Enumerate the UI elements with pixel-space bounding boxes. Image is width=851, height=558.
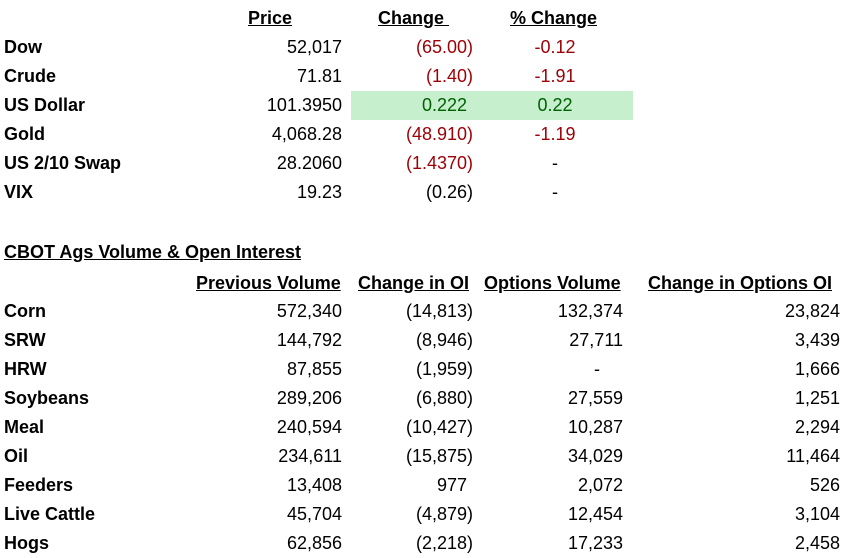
- cbot-row-live-cattle: Live Cattle 45,704 (4,879) 12,454 3,104: [0, 500, 851, 529]
- market-row-crude: Crude 71.81 (1.40) -1.91: [0, 62, 851, 91]
- cbot-name: Hogs: [4, 533, 49, 553]
- cbot-change-options-oi: 526: [809, 475, 840, 495]
- cbot-change-options-oi: 2,294: [794, 417, 840, 437]
- options-volume-header: Options Volume: [484, 273, 621, 293]
- cbot-name: HRW: [4, 359, 47, 379]
- cbot-row-hrw: HRW 87,855 (1,959) - 1,666: [0, 355, 851, 384]
- cbot-change-options-oi: 3,439: [794, 330, 840, 350]
- market-pct-change: -1.19: [534, 124, 576, 144]
- cbot-header-row: Previous Volume Change in OI Options Vol…: [0, 269, 851, 298]
- market-name: US 2/10 Swap: [4, 153, 122, 173]
- market-price: 28.2060: [276, 153, 342, 173]
- cbot-change-options-oi: 23,824: [784, 301, 840, 321]
- market-name: Dow: [4, 37, 42, 57]
- market-row-gold: Gold 4,068.28 (48.910) -1.19: [0, 120, 851, 149]
- cbot-prev-volume: 234,611: [278, 446, 342, 466]
- market-price: 71.81: [296, 66, 342, 86]
- market-price: 4,068.28: [271, 124, 342, 144]
- cbot-options-volume: 27,711: [569, 330, 623, 350]
- market-price: 101.3950: [266, 95, 342, 115]
- cbot-options-volume: 10,287: [567, 417, 623, 437]
- price-header: Price: [248, 8, 293, 28]
- cbot-options-volume: 34,029: [567, 446, 623, 466]
- change-header: Change: [378, 8, 450, 28]
- cbot-name: SRW: [4, 330, 46, 350]
- cbot-row-soybeans: Soybeans 289,206 (6,880) 27,559 1,251: [0, 384, 851, 413]
- cbot-change-oi: (4,879): [415, 504, 473, 524]
- cbot-name: Corn: [4, 301, 46, 321]
- market-change: 0.222: [421, 95, 467, 115]
- cbot-title-row: CBOT Ags Volume & Open Interest: [0, 238, 851, 267]
- cbot-name: Soybeans: [4, 388, 90, 408]
- market-row-dow: Dow 52,017 (65.00) -0.12: [0, 33, 851, 62]
- prev-volume-header: Previous Volume: [196, 273, 341, 293]
- cbot-change-oi: (1,959): [415, 359, 473, 379]
- pct-change-header: % Change: [510, 8, 598, 28]
- market-name: VIX: [4, 182, 34, 202]
- cbot-change-oi: (15,875): [405, 446, 473, 466]
- positive-highlight: [351, 91, 633, 120]
- market-row-us-2-10-swap: US 2/10 Swap 28.2060 (1.4370) -: [0, 149, 851, 178]
- market-pct-change: 0.22: [537, 95, 573, 115]
- cbot-options-volume: -: [594, 359, 600, 379]
- cbot-prev-volume: 87,855: [286, 359, 342, 379]
- cbot-change-options-oi: 2,458: [794, 533, 840, 553]
- cbot-options-volume: 27,559: [567, 388, 623, 408]
- market-change: (1.4370): [405, 153, 473, 173]
- market-name: US Dollar: [4, 95, 86, 115]
- cbot-row-corn: Corn 572,340 (14,813) 132,374 23,824: [0, 297, 851, 326]
- market-row-vix: VIX 19.23 (0.26) -: [0, 178, 851, 207]
- cbot-change-options-oi: 3,104: [794, 504, 840, 524]
- market-pct-change: -: [552, 153, 558, 173]
- market-header-row: Price Change % Change: [0, 4, 851, 33]
- change-options-oi-header: Change in Options OI: [648, 273, 832, 293]
- market-pct-change: -: [552, 182, 558, 202]
- cbot-prev-volume: 289,206: [276, 388, 342, 408]
- cbot-name: Feeders: [4, 475, 74, 495]
- market-name: Crude: [4, 66, 57, 86]
- cbot-change-oi: (6,880): [415, 388, 473, 408]
- cbot-prev-volume: 13,408: [286, 475, 342, 495]
- market-price: 19.23: [296, 182, 342, 202]
- market-price: 52,017: [286, 37, 342, 57]
- cbot-prev-volume: 45,704: [286, 504, 342, 524]
- cbot-change-oi: (8,946): [415, 330, 473, 350]
- cbot-options-volume: 132,374: [557, 301, 623, 321]
- cbot-change-options-oi: 1,666: [794, 359, 840, 379]
- cbot-prev-volume: 62,856: [286, 533, 342, 553]
- market-row-us-dollar: US Dollar 101.3950 0.222 0.22: [0, 91, 851, 120]
- market-pct-change: -0.12: [534, 37, 576, 57]
- cbot-name: Live Cattle: [4, 504, 96, 524]
- cbot-row-feeders: Feeders 13,408 977 2,072 526: [0, 471, 851, 500]
- cbot-change-options-oi: 1,251: [794, 388, 840, 408]
- cbot-section-title: CBOT Ags Volume & Open Interest: [4, 242, 302, 262]
- cbot-change-oi: 977: [436, 475, 467, 495]
- cbot-row-hogs: Hogs 62,856 (2,218) 17,233 2,458: [0, 529, 851, 558]
- market-pct-change: -1.91: [534, 66, 576, 86]
- cbot-prev-volume: 240,594: [276, 417, 342, 437]
- cbot-row-oil: Oil 234,611 (15,875) 34,029 11,464: [0, 442, 851, 471]
- market-change: (48.910): [405, 124, 473, 144]
- cbot-options-volume: 17,233: [567, 533, 623, 553]
- cbot-change-options-oi: 11,464: [786, 446, 840, 466]
- change-oi-header: Change in OI: [358, 273, 470, 293]
- cbot-change-oi: (2,218): [415, 533, 473, 553]
- cbot-options-volume: 2,072: [577, 475, 623, 495]
- cbot-prev-volume: 144,792: [276, 330, 342, 350]
- cbot-name: Meal: [4, 417, 45, 437]
- cbot-change-oi: (14,813): [405, 301, 473, 321]
- market-name: Gold: [4, 124, 45, 144]
- cbot-name: Oil: [4, 446, 29, 466]
- cbot-prev-volume: 572,340: [276, 301, 342, 321]
- cbot-options-volume: 12,454: [567, 504, 623, 524]
- market-change: (0.26): [425, 182, 473, 202]
- market-change: (1.40): [425, 66, 473, 86]
- market-change: (65.00): [415, 37, 473, 57]
- cbot-change-oi: (10,427): [405, 417, 473, 437]
- cbot-row-srw: SRW 144,792 (8,946) 27,711 3,439: [0, 326, 851, 355]
- cbot-row-meal: Meal 240,594 (10,427) 10,287 2,294: [0, 413, 851, 442]
